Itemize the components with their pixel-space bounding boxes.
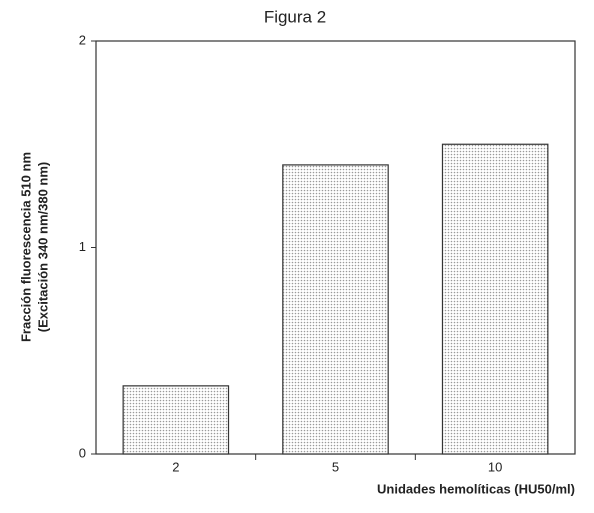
- x-axis-label: Unidades hemolíticas (HU50/ml): [377, 481, 575, 496]
- y-tick-label: 0: [79, 445, 86, 460]
- chart-title: Figura 2: [264, 7, 326, 26]
- y-axis-label: Fracción fluorescencia 510 nm (Excitació…: [18, 152, 50, 342]
- y-tick-label: 1: [79, 239, 86, 254]
- bar: [122, 385, 230, 455]
- y-label-line: (Excitación 340 nm/380 nm): [35, 162, 50, 333]
- x-tick-label: 2: [172, 459, 179, 474]
- y-tick-label: 2: [79, 32, 86, 47]
- x-tick-label: 5: [332, 459, 339, 474]
- y-label-line: Fracción fluorescencia 510 nm: [18, 152, 33, 342]
- bar: [441, 143, 549, 455]
- x-tick-label: 10: [488, 459, 502, 474]
- bar: [282, 164, 389, 455]
